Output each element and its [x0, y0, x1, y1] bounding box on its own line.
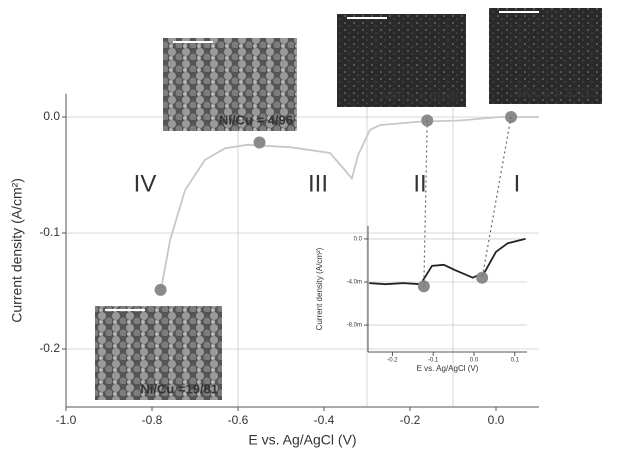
chart: 0.0-0.1-0.2-1.0-0.8-0.6-0.4-0.20.0E vs. …: [0, 0, 619, 464]
connector: [424, 120, 427, 286]
y-axis-label: Current density (A/cm²): [315, 247, 324, 330]
x-axis-label: E vs. Ag/AgCl (V): [248, 431, 356, 447]
y-tick-label: -0.1: [39, 225, 60, 239]
image-label: Ni/Cu = 87/13: [517, 85, 598, 100]
region-label: II: [413, 170, 426, 197]
data-line: [369, 239, 525, 284]
inset-plot: 0.0 -4.0m -8.0m -0.2 -0.1 0.0 0.1 E vs. Ag/AgCl…: [315, 117, 527, 373]
x-tick-label: -0.6: [228, 413, 249, 427]
y-tick-label: -0.2: [39, 341, 60, 355]
x-tick-label: 0.0: [488, 413, 505, 427]
y-tick-label: 0.0: [43, 109, 60, 123]
y-axis-label: Current density (A/cm²): [9, 178, 25, 323]
x-tick-label: 0.1: [511, 358, 520, 364]
x-tick-label: -0.2: [400, 413, 421, 427]
marker: [254, 137, 266, 149]
image-label: Ni/Cu = 4/96: [219, 112, 293, 127]
x-axis-label: E vs. Ag/AgCl (V): [417, 364, 479, 373]
data-line: [161, 117, 539, 290]
x-tick-label: -0.8: [142, 413, 163, 427]
region-label: III: [308, 170, 328, 197]
marker: [155, 284, 167, 296]
image-label: Ni/Cu =19/81: [140, 381, 218, 396]
y-tick-label: -8.0m: [347, 323, 362, 329]
image-label: Ni/Cu = 60/40: [381, 88, 462, 103]
x-tick-label: -0.1: [428, 358, 439, 364]
sem-images: Ni/Cu = 4/96 Ni/Cu = 60/40 Ni/Cu = 87/13 Ni…: [95, 8, 602, 400]
y-tick-label: 0.0: [354, 237, 363, 243]
x-tick-label: -0.2: [387, 358, 398, 364]
x-tick-label: -0.4: [314, 413, 335, 427]
x-tick-label: 0.0: [470, 358, 479, 364]
y-tick-label: -4.0m: [347, 280, 362, 286]
x-tick-label: -1.0: [56, 413, 77, 427]
connector: [482, 117, 511, 278]
region-label: I: [514, 170, 521, 197]
region-label: IV: [134, 170, 157, 197]
